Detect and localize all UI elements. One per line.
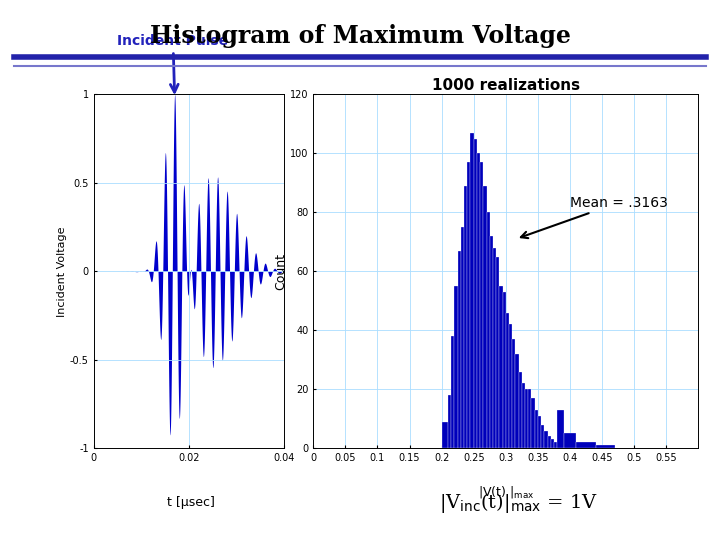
Bar: [538, 416, 541, 448]
Bar: [487, 212, 490, 448]
Text: Histogram of Maximum Voltage: Histogram of Maximum Voltage: [150, 24, 570, 48]
Bar: [535, 410, 538, 448]
Bar: [522, 383, 525, 448]
Bar: [509, 325, 512, 448]
Bar: [477, 153, 480, 448]
Bar: [467, 163, 470, 448]
Bar: [474, 139, 477, 448]
Text: |V(t) |$_\mathrm{max}$: |V(t) |$_\mathrm{max}$: [477, 484, 534, 500]
Bar: [516, 354, 518, 448]
Bar: [480, 163, 483, 448]
Title: 1000 realizations: 1000 realizations: [432, 78, 580, 93]
Bar: [458, 251, 461, 448]
Bar: [454, 286, 458, 448]
Bar: [577, 442, 595, 448]
Bar: [441, 422, 448, 448]
Bar: [464, 186, 467, 448]
Bar: [557, 410, 564, 448]
Bar: [493, 248, 496, 448]
Bar: [448, 395, 451, 448]
Bar: [595, 446, 615, 448]
Bar: [544, 430, 547, 448]
Bar: [547, 436, 551, 448]
Bar: [512, 339, 516, 448]
Bar: [525, 389, 528, 448]
Bar: [551, 440, 554, 448]
Y-axis label: Count: Count: [274, 253, 287, 290]
Bar: [451, 336, 454, 448]
Text: t [μsec]: t [μsec]: [167, 496, 215, 509]
Bar: [483, 186, 487, 448]
Y-axis label: Incident Voltage: Incident Voltage: [57, 226, 67, 316]
Bar: [500, 286, 503, 448]
Bar: [505, 313, 509, 448]
Bar: [470, 133, 474, 448]
Bar: [461, 227, 464, 448]
Bar: [496, 256, 500, 448]
Bar: [531, 398, 535, 448]
Bar: [528, 389, 531, 448]
Bar: [554, 442, 557, 448]
Bar: [541, 424, 544, 448]
Bar: [564, 434, 577, 448]
Text: Mean = .3163: Mean = .3163: [521, 195, 668, 238]
Bar: [518, 372, 522, 448]
Text: |V$_{\mathrm{inc}}$(t)|$_{\mathrm{max}}$ = 1V: |V$_{\mathrm{inc}}$(t)|$_{\mathrm{max}}$…: [439, 491, 598, 515]
Bar: [490, 236, 493, 448]
Text: Incident Pulse: Incident Pulse: [117, 34, 228, 92]
Bar: [503, 292, 505, 448]
